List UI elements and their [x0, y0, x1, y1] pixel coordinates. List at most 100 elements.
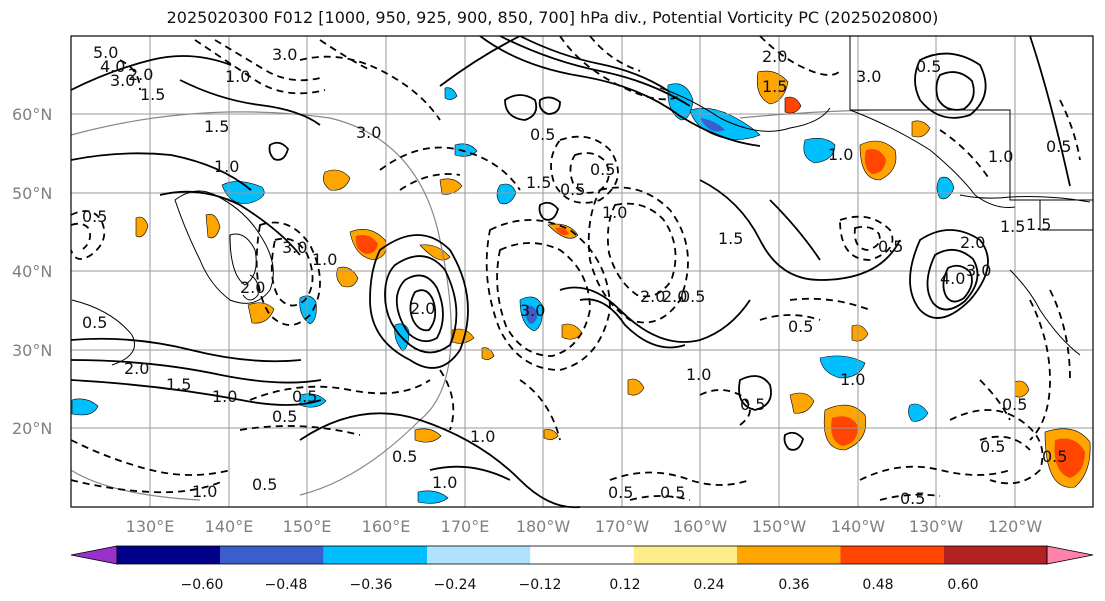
contour-label: 3.0: [272, 45, 297, 64]
contour-label: 0.5: [530, 125, 555, 144]
contour-label: 1.0: [828, 145, 853, 164]
contour-label: 1.5: [718, 229, 743, 248]
contour-label: 1.5: [1000, 217, 1025, 236]
contour-label: 0.5: [788, 317, 813, 336]
contour-label: 1.0: [312, 250, 337, 269]
colorbar-segment: [323, 546, 427, 564]
lon-label: 140°E: [205, 517, 254, 536]
contour-label: 0.5: [1046, 137, 1071, 156]
contour-label: 1.5: [166, 375, 191, 394]
contour-label: 3.0: [966, 261, 991, 280]
contour-label: 0.5: [916, 57, 941, 76]
contour-label: 0.5: [392, 447, 417, 466]
contour-label: 0.5: [82, 313, 107, 332]
colorbar-extend-low: [70, 545, 118, 565]
contour-label: 2.0: [960, 233, 985, 252]
contour-label: 1.0: [432, 473, 457, 492]
contour-label: 0.5: [878, 237, 903, 256]
contour-label: 0.5: [1042, 447, 1067, 466]
colorbar-tick-label: −0.36: [350, 577, 393, 593]
contour-label: 2.0: [124, 359, 149, 378]
lon-label: 180°W: [516, 517, 571, 536]
contour-label: 2.0: [240, 278, 265, 297]
lon-label: 150°E: [283, 517, 332, 536]
contour-label: 1.0: [988, 147, 1013, 166]
contour-label: 0.5: [900, 489, 925, 508]
coastlines: [71, 36, 1093, 366]
lon-label: 150°W: [752, 517, 807, 536]
lon-label: 170°E: [441, 517, 490, 536]
contour-label: 0.5: [1002, 395, 1027, 414]
colorbar-tick-label: 0.12: [609, 577, 640, 593]
colorbar-segment: [220, 546, 324, 564]
contour-label: 1.5: [526, 173, 551, 192]
contour-label: 1.5: [762, 77, 787, 96]
colorbar-tick-label: 0.36: [778, 577, 809, 593]
contour-label: 4.0: [100, 57, 125, 76]
contour-label: 0.5: [292, 387, 317, 406]
colorbar-segment: [840, 546, 944, 564]
lon-label: 130°W: [909, 517, 964, 536]
contour-label: 0.5: [272, 407, 297, 426]
lat-label: 60°N: [12, 105, 52, 124]
contour-label: 2.0: [662, 287, 687, 306]
contour-label: 3.0: [282, 238, 307, 257]
colorbar-segment: [943, 546, 1047, 564]
solid-contours: [70, 35, 1071, 509]
colorbar-tick-label: −0.12: [519, 577, 562, 593]
lon-label: 120°W: [988, 517, 1043, 536]
contour-label: 1.5: [140, 85, 165, 104]
contour-label: 0.5: [608, 483, 633, 502]
contour-label: 0.5: [82, 207, 107, 226]
colorbar-extend-high: [1046, 545, 1094, 565]
contour-label: 5.0: [93, 43, 118, 62]
map-panel: 5.0 4.0 3.0 3.0 2.0 3.0 1.0 1.5 1.0 1.5 …: [70, 35, 1094, 509]
gridlines: [71, 36, 1093, 507]
contour-label: 2.0: [128, 65, 153, 84]
contour-label: 0.5: [740, 395, 765, 414]
colorbar-tick-label: 0.60: [947, 577, 978, 593]
contour-label: 0.5: [680, 287, 705, 306]
contour-labels: 5.0 4.0 3.0 3.0 2.0 3.0 1.0 1.5 1.0 1.5 …: [82, 43, 1071, 508]
colorbar-segment: [530, 546, 634, 564]
lat-label: 30°N: [12, 341, 52, 360]
colorbar-tick-label: −0.60: [181, 577, 224, 593]
colorbar-segment: [737, 546, 841, 564]
contour-label: 0.5: [660, 483, 685, 502]
colorbar-segment: [633, 546, 737, 564]
lon-label: 170°W: [595, 517, 650, 536]
contour-label: 0.5: [590, 160, 615, 179]
map-frame: [70, 35, 1094, 508]
lon-label: 160°W: [673, 517, 728, 536]
contour-label: 1.0: [225, 67, 250, 86]
contour-label: 0.5: [560, 180, 585, 199]
contour-label: 2.0: [410, 299, 435, 318]
contour-label: 2.0: [640, 287, 665, 306]
colorbar-tick-label: 0.24: [693, 577, 724, 593]
contour-label: 1.0: [840, 370, 865, 389]
lon-label: 140°W: [831, 517, 886, 536]
colorbar-tick-label: −0.24: [434, 577, 477, 593]
contour-label: 3.0: [856, 67, 881, 86]
colorbar-ticks: −0.60 −0.48 −0.36 −0.24 −0.12 0.12 0.24 …: [181, 577, 979, 593]
colorbar-tick-label: 0.48: [862, 577, 893, 593]
lat-axis: 60°N 50°N 40°N 30°N 20°N: [12, 105, 52, 438]
contour-label: 1.5: [204, 117, 229, 136]
contour-label: 1.0: [212, 387, 237, 406]
contour-label: 3.0: [110, 71, 135, 90]
lon-axis: 130°E 140°E 150°E 160°E 170°E 180°W 170°…: [126, 517, 1043, 536]
colorbar-segments: [70, 545, 1094, 565]
dashed-contours: [70, 35, 1081, 501]
lat-label: 50°N: [12, 184, 52, 203]
colorbar-segment: [117, 546, 221, 564]
contour-label: 1.0: [602, 203, 627, 222]
map-title: 2025020300 F012 [1000, 950, 925, 900, 85…: [166, 8, 939, 27]
contour-label: 1.0: [192, 482, 217, 501]
lon-label: 160°E: [362, 517, 411, 536]
colorbar-tick-label: −0.48: [265, 577, 308, 593]
lon-label: 130°E: [126, 517, 175, 536]
lat-label: 40°N: [12, 262, 52, 281]
lat-label: 20°N: [12, 419, 52, 438]
contour-label: 2.0: [762, 47, 787, 66]
contour-label: 4.0: [940, 269, 965, 288]
